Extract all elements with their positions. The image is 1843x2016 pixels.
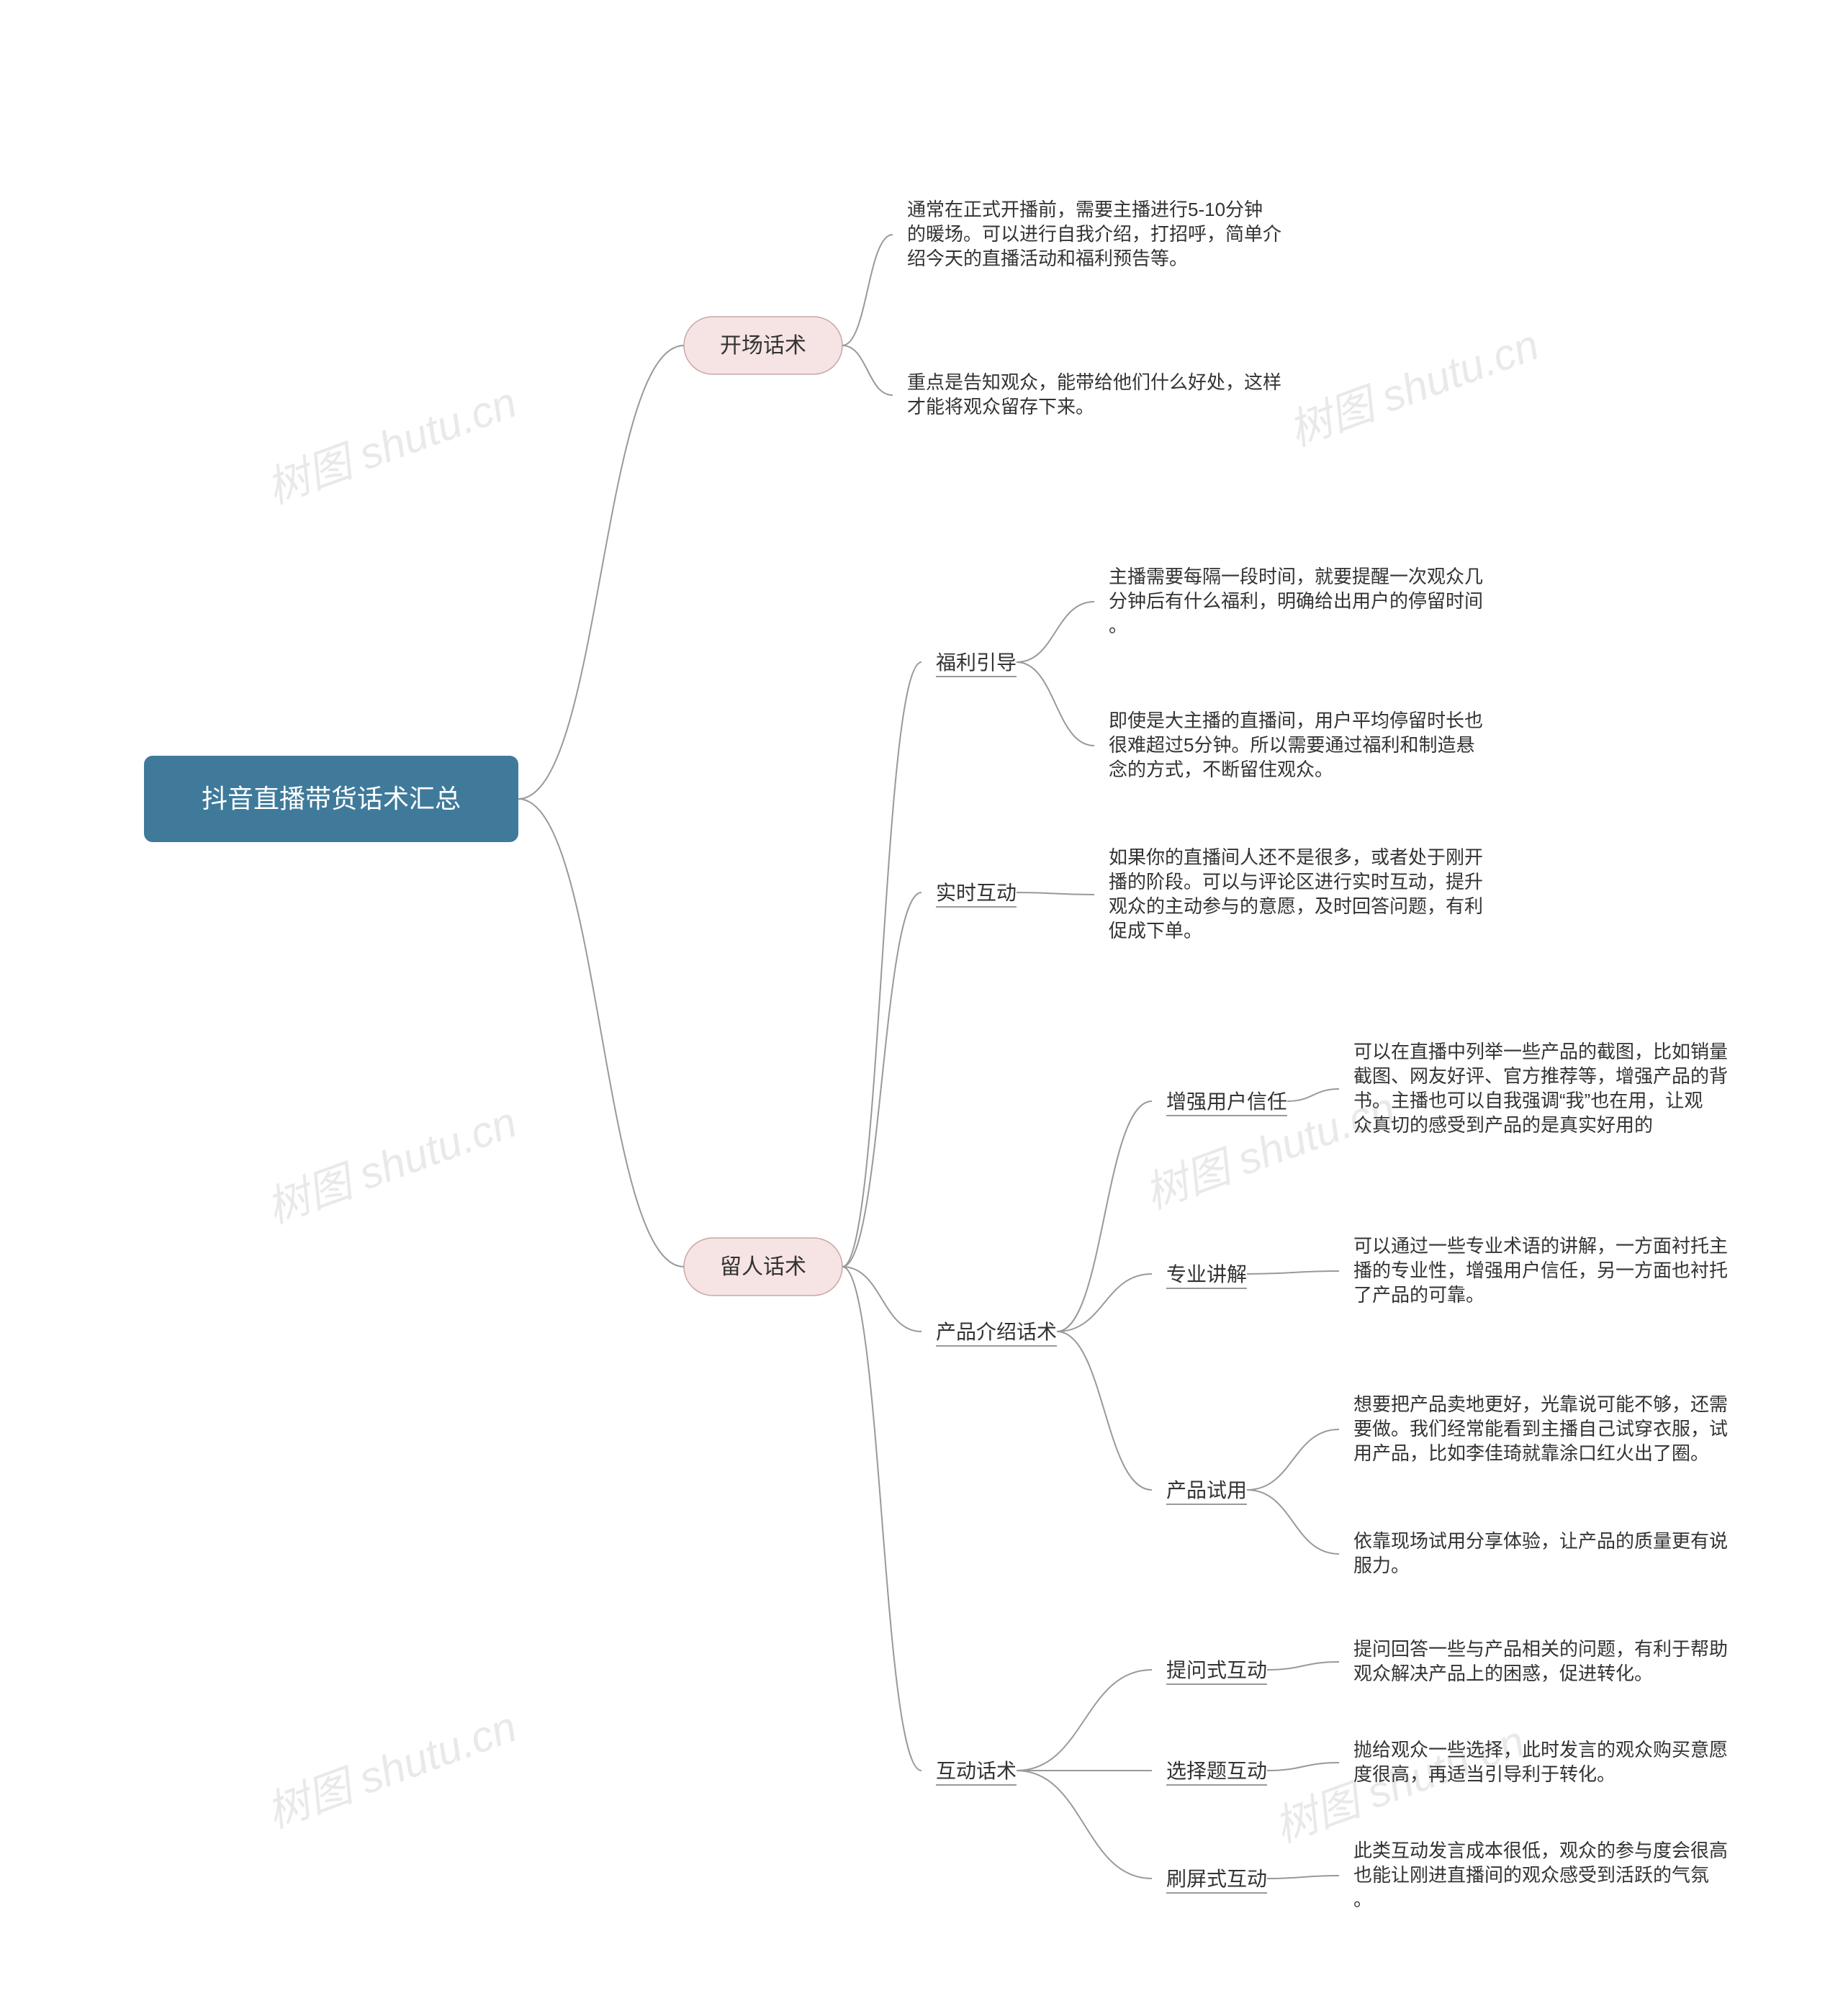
svg-text:播的阶段。可以与评论区进行实时互动，提升: 播的阶段。可以与评论区进行实时互动，提升 bbox=[1109, 871, 1483, 892]
svg-text:很难超过5分钟。所以需要通过福利和制造悬: 很难超过5分钟。所以需要通过福利和制造悬 bbox=[1109, 734, 1474, 756]
svg-text:播的专业性，增强用户信任，另一方面也衬托: 播的专业性，增强用户信任，另一方面也衬托 bbox=[1353, 1260, 1728, 1281]
svg-text:度很高，再适当引导利于转化。: 度很高，再适当引导利于转化。 bbox=[1353, 1763, 1616, 1785]
svg-text:抛给观众一些选择，此时发言的观众购买意愿: 抛给观众一些选择，此时发言的观众购买意愿 bbox=[1353, 1739, 1728, 1760]
svg-text:提问式互动: 提问式互动 bbox=[1166, 1659, 1267, 1681]
svg-text:念的方式，不断留住观众。: 念的方式，不断留住观众。 bbox=[1109, 759, 1333, 780]
svg-text:了产品的可靠。: 了产品的可靠。 bbox=[1353, 1284, 1484, 1306]
leaf-retain-product-try-0: 想要把产品卖地更好，光靠说可能不够，还需要做。我们经常能看到主播自己试穿衣服，试… bbox=[1353, 1393, 1728, 1464]
svg-text:的暖场。可以进行自我介绍，打招呼，简单介: 的暖场。可以进行自我介绍，打招呼，简单介 bbox=[907, 223, 1281, 245]
svg-text:选择题互动: 选择题互动 bbox=[1166, 1760, 1267, 1782]
svg-text:增强用户信任: 增强用户信任 bbox=[1166, 1090, 1287, 1113]
svg-text:促成下单。: 促成下单。 bbox=[1109, 920, 1202, 941]
svg-text:提问回答一些与产品相关的问题，有利于帮助: 提问回答一些与产品相关的问题，有利于帮助 bbox=[1353, 1638, 1728, 1660]
svg-text:抖音直播带货话术汇总: 抖音直播带货话术汇总 bbox=[202, 784, 461, 813]
svg-text:可以在直播中列举一些产品的截图，比如销量: 可以在直播中列举一些产品的截图，比如销量 bbox=[1353, 1041, 1728, 1062]
svg-text:也能让刚进直播间的观众感受到活跃的气氛: 也能让刚进直播间的观众感受到活跃的气氛 bbox=[1353, 1864, 1709, 1886]
svg-text:即使是大主播的直播间，用户平均停留时长也: 即使是大主播的直播间，用户平均停留时长也 bbox=[1109, 710, 1483, 731]
svg-text:此类互动发言成本很低，观众的参与度会很高: 此类互动发言成本很低，观众的参与度会很高 bbox=[1353, 1840, 1728, 1861]
svg-text:开场话术: 开场话术 bbox=[720, 334, 806, 358]
svg-text:主播需要每隔一段时间，就要提醒一次观众几: 主播需要每隔一段时间，就要提醒一次观众几 bbox=[1109, 566, 1483, 587]
svg-text:众真切的感受到产品的是真实好用的: 众真切的感受到产品的是真实好用的 bbox=[1353, 1114, 1653, 1136]
svg-text:绍今天的直播活动和福利预告等。: 绍今天的直播活动和福利预告等。 bbox=[907, 248, 1188, 269]
svg-text:刷屏式互动: 刷屏式互动 bbox=[1166, 1868, 1267, 1890]
svg-text:服力。: 服力。 bbox=[1353, 1555, 1410, 1576]
svg-text:。: 。 bbox=[1109, 615, 1127, 636]
svg-text:互动话术: 互动话术 bbox=[936, 1760, 1017, 1782]
svg-text:截图、网友好评、官方推荐等，增强产品的背: 截图、网友好评、官方推荐等，增强产品的背 bbox=[1353, 1065, 1728, 1087]
svg-text:。: 。 bbox=[1353, 1889, 1372, 1910]
svg-text:如果你的直播间人还不是很多，或者处于刚开: 如果你的直播间人还不是很多，或者处于刚开 bbox=[1109, 846, 1483, 868]
svg-text:专业讲解: 专业讲解 bbox=[1166, 1263, 1247, 1285]
svg-text:才能将观众留存下来。: 才能将观众留存下来。 bbox=[907, 396, 1094, 417]
svg-text:观众的主动参与的意愿，及时回答问题，有利: 观众的主动参与的意愿，及时回答问题，有利 bbox=[1109, 895, 1483, 917]
svg-text:观众解决产品上的困惑，促进转化。: 观众解决产品上的困惑，促进转化。 bbox=[1353, 1663, 1653, 1684]
svg-text:福利引导: 福利引导 bbox=[936, 651, 1017, 674]
svg-text:用产品，比如李佳琦就靠涂口红火出了圈。: 用产品，比如李佳琦就靠涂口红火出了圈。 bbox=[1353, 1442, 1709, 1464]
svg-text:产品介绍话术: 产品介绍话术 bbox=[936, 1321, 1057, 1343]
svg-text:依靠现场试用分享体验，让产品的质量更有说: 依靠现场试用分享体验，让产品的质量更有说 bbox=[1353, 1530, 1728, 1552]
svg-text:产品试用: 产品试用 bbox=[1166, 1479, 1247, 1501]
svg-text:想要把产品卖地更好，光靠说可能不够，还需: 想要把产品卖地更好，光靠说可能不够，还需 bbox=[1353, 1393, 1728, 1415]
svg-text:书。主播也可以自我强调“我”也在用，让观: 书。主播也可以自我强调“我”也在用，让观 bbox=[1353, 1090, 1703, 1111]
svg-text:可以通过一些专业术语的讲解，一方面衬托主: 可以通过一些专业术语的讲解，一方面衬托主 bbox=[1353, 1235, 1728, 1257]
svg-text:分钟后有什么福利，明确给出用户的停留时间: 分钟后有什么福利，明确给出用户的停留时间 bbox=[1109, 590, 1483, 612]
svg-text:重点是告知观众，能带给他们什么好处，这样: 重点是告知观众，能带给他们什么好处，这样 bbox=[907, 371, 1281, 393]
svg-text:通常在正式开播前，需要主播进行5-10分钟: 通常在正式开播前，需要主播进行5-10分钟 bbox=[907, 199, 1263, 220]
svg-text:要做。我们经常能看到主播自己试穿衣服，试: 要做。我们经常能看到主播自己试穿衣服，试 bbox=[1353, 1418, 1728, 1439]
svg-text:实时互动: 实时互动 bbox=[936, 882, 1017, 904]
svg-text:留人话术: 留人话术 bbox=[720, 1255, 806, 1279]
mindmap-canvas: 树图 shutu.cn树图 shutu.cn树图 shutu.cn树图 shut… bbox=[0, 0, 1843, 2016]
